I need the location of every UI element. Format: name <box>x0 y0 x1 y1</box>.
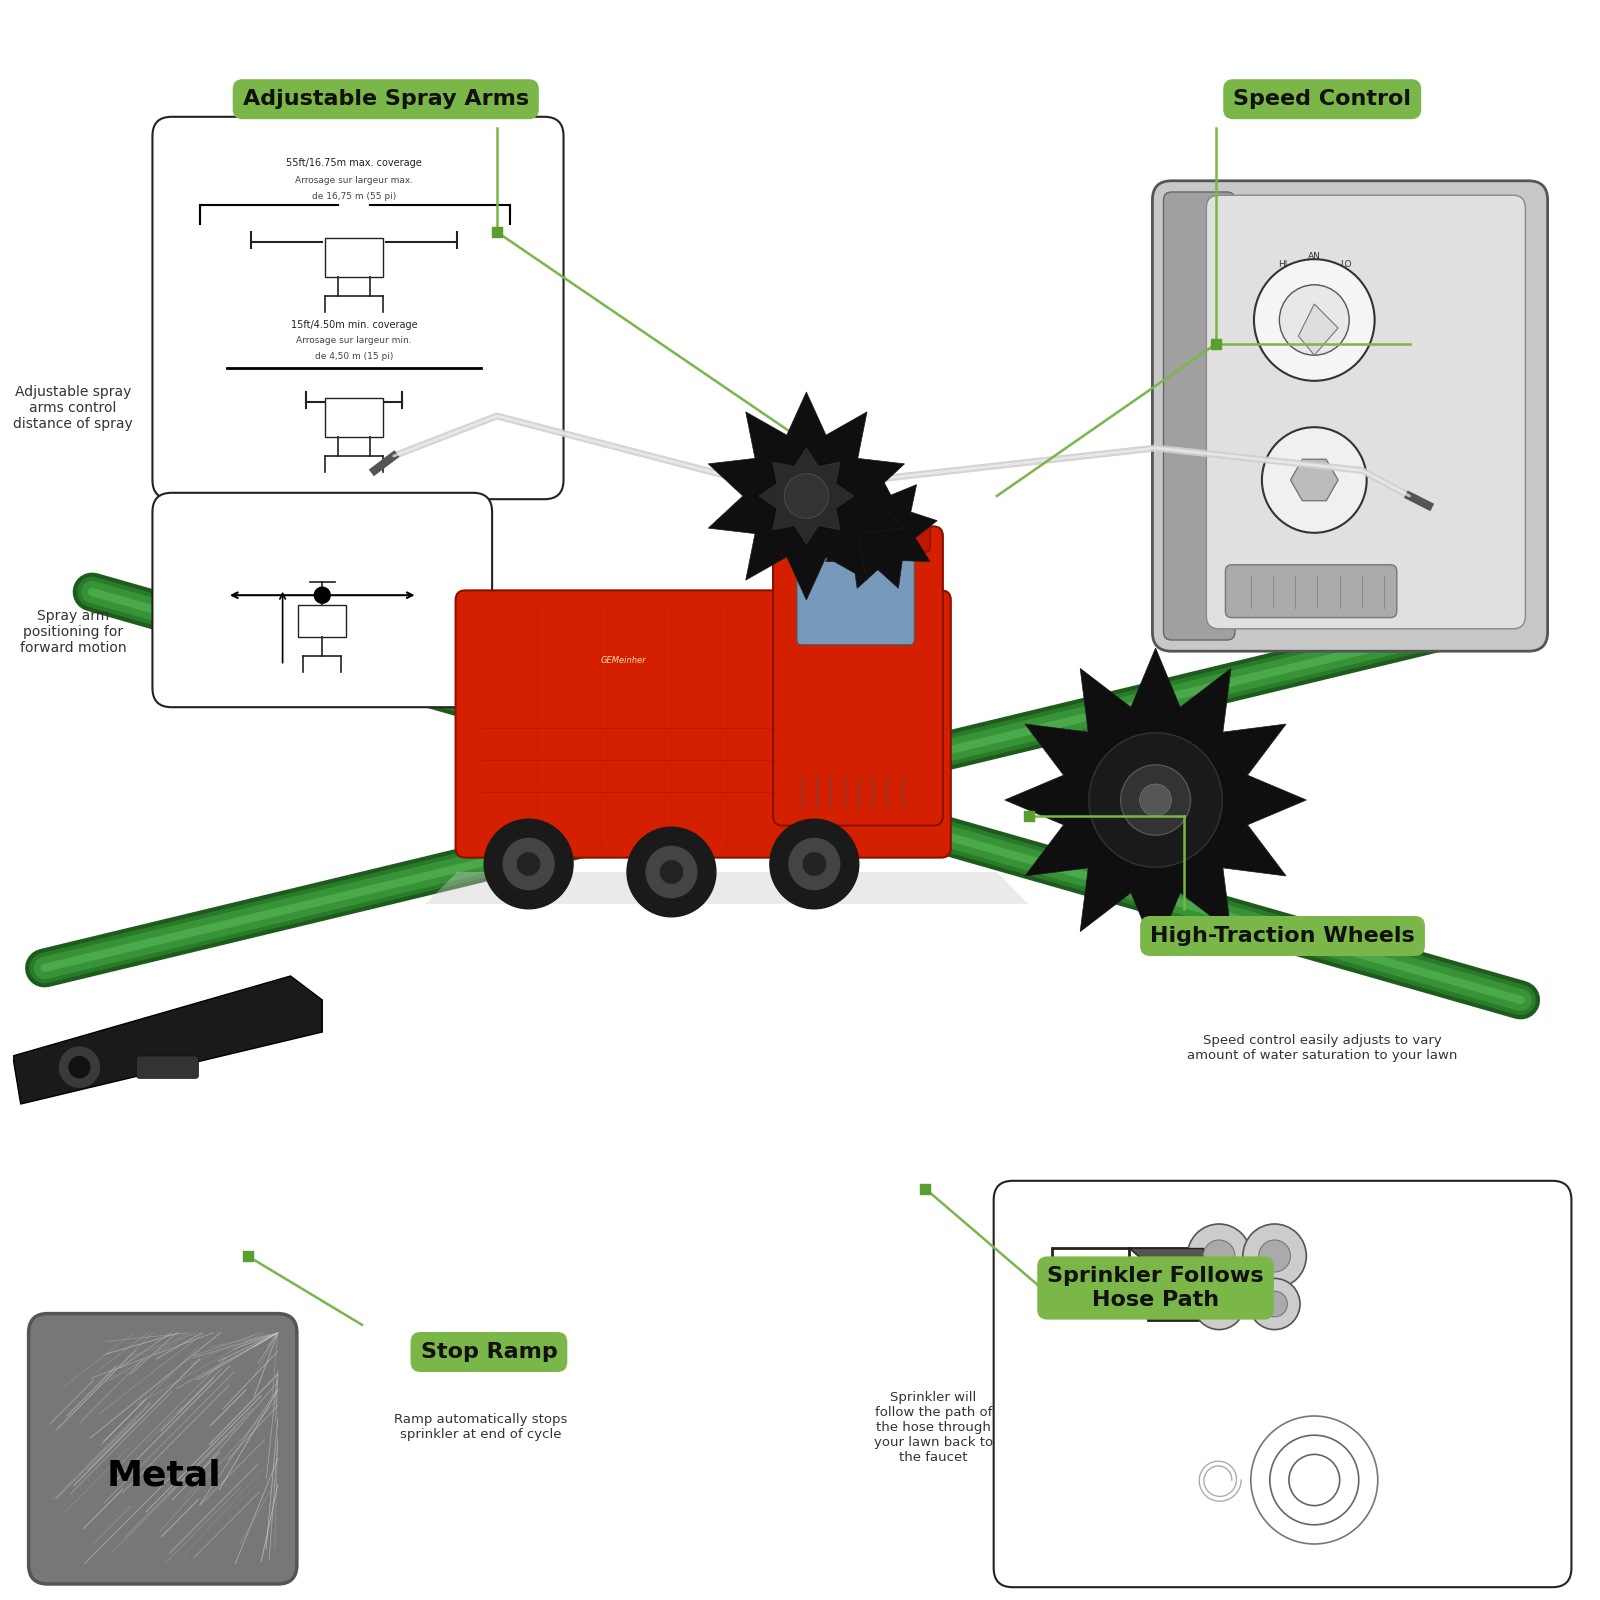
Text: LO: LO <box>1341 261 1352 269</box>
Circle shape <box>517 853 539 875</box>
Text: 55ft/16.75m max. coverage: 55ft/16.75m max. coverage <box>286 158 422 168</box>
Circle shape <box>1262 1291 1288 1317</box>
Circle shape <box>1194 1278 1245 1330</box>
Text: Speed Control: Speed Control <box>1234 90 1411 109</box>
Text: Spray arm
positioning for
forward motion: Spray arm positioning for forward motion <box>19 608 126 656</box>
Point <box>912 1176 938 1202</box>
Text: Arrosage sur largeur max.: Arrosage sur largeur max. <box>294 176 413 186</box>
FancyBboxPatch shape <box>136 1056 198 1078</box>
Circle shape <box>1250 1278 1301 1330</box>
Point <box>1203 331 1229 357</box>
Circle shape <box>784 474 829 518</box>
FancyBboxPatch shape <box>1226 565 1397 618</box>
Polygon shape <box>1299 304 1338 355</box>
Circle shape <box>1280 285 1349 355</box>
Text: Adjustable Spray Arms: Adjustable Spray Arms <box>243 90 530 109</box>
FancyBboxPatch shape <box>299 605 346 637</box>
Circle shape <box>1139 784 1171 816</box>
Circle shape <box>803 853 826 875</box>
Polygon shape <box>758 448 854 544</box>
Text: Metal: Metal <box>106 1458 221 1493</box>
Text: Ramp automatically stops
sprinkler at end of cycle: Ramp automatically stops sprinkler at en… <box>394 1413 568 1442</box>
Text: de 4,50 m (15 pi): de 4,50 m (15 pi) <box>315 352 394 362</box>
Polygon shape <box>1053 1248 1203 1320</box>
Polygon shape <box>13 976 322 1104</box>
Polygon shape <box>426 872 1029 904</box>
Circle shape <box>69 1056 91 1078</box>
Circle shape <box>1203 1240 1235 1272</box>
Circle shape <box>314 587 330 603</box>
FancyBboxPatch shape <box>152 117 563 499</box>
Circle shape <box>1243 1224 1306 1288</box>
Polygon shape <box>1128 1248 1203 1312</box>
FancyBboxPatch shape <box>152 493 493 707</box>
Circle shape <box>1206 1291 1232 1317</box>
Text: GEMeinher: GEMeinher <box>602 656 646 666</box>
Text: Adjustable spray
arms control
distance of spray: Adjustable spray arms control distance o… <box>13 384 133 430</box>
Text: Stop Ramp: Stop Ramp <box>421 1342 557 1362</box>
Text: Sprinkler Follows
Hose Path: Sprinkler Follows Hose Path <box>1048 1267 1264 1309</box>
Text: AN: AN <box>1307 253 1320 261</box>
Polygon shape <box>709 392 904 600</box>
FancyBboxPatch shape <box>1152 181 1547 651</box>
Circle shape <box>1254 259 1374 381</box>
Circle shape <box>1262 427 1366 533</box>
Text: High-Traction Wheels: High-Traction Wheels <box>1150 926 1414 946</box>
Circle shape <box>627 827 715 917</box>
FancyBboxPatch shape <box>29 1314 298 1584</box>
Circle shape <box>770 819 859 909</box>
Text: de 16,75 m (55 pi): de 16,75 m (55 pi) <box>312 192 397 202</box>
Polygon shape <box>1291 459 1338 501</box>
FancyBboxPatch shape <box>797 558 914 645</box>
Polygon shape <box>1005 648 1306 952</box>
Text: Arrosage sur largeur min.: Arrosage sur largeur min. <box>296 336 411 346</box>
Point <box>1016 803 1042 829</box>
Circle shape <box>1090 733 1222 867</box>
Circle shape <box>485 819 573 909</box>
Circle shape <box>646 846 698 898</box>
FancyBboxPatch shape <box>1163 192 1235 640</box>
FancyBboxPatch shape <box>786 520 930 552</box>
Polygon shape <box>819 470 938 589</box>
Circle shape <box>1187 1224 1251 1288</box>
Point <box>235 1243 261 1269</box>
FancyBboxPatch shape <box>773 526 942 826</box>
Circle shape <box>1259 1240 1291 1272</box>
Text: 15ft/4.50m min. coverage: 15ft/4.50m min. coverage <box>291 320 418 330</box>
FancyBboxPatch shape <box>994 1181 1571 1587</box>
Text: Sprinkler will
follow the path of
the hose through
your lawn back to
the faucet: Sprinkler will follow the path of the ho… <box>874 1390 994 1464</box>
FancyBboxPatch shape <box>325 398 382 437</box>
FancyBboxPatch shape <box>456 590 950 858</box>
Circle shape <box>59 1046 101 1088</box>
Circle shape <box>1120 765 1190 835</box>
FancyBboxPatch shape <box>1206 195 1525 629</box>
FancyBboxPatch shape <box>325 238 382 277</box>
Text: HI: HI <box>1278 261 1288 269</box>
Circle shape <box>789 838 840 890</box>
Circle shape <box>661 861 683 883</box>
Point <box>485 219 510 245</box>
Text: Speed control easily adjusts to vary
amount of water saturation to your lawn: Speed control easily adjusts to vary amo… <box>1187 1034 1458 1062</box>
Circle shape <box>504 838 554 890</box>
